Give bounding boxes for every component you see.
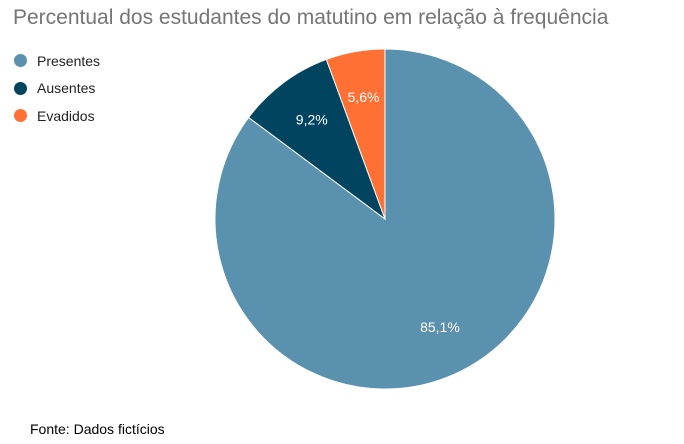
data-label-evadidos: 5,6% xyxy=(348,89,380,105)
legend-label-evadidos: Evadidos xyxy=(37,107,95,124)
pie-data-labels: 85,1% 9,2% 5,6% xyxy=(296,89,460,335)
legend-item-ausentes: Ausentes xyxy=(14,75,100,103)
pie-slices xyxy=(214,48,556,390)
pie-slice-evadidos xyxy=(325,48,386,220)
pie-slice-ausentes xyxy=(247,58,387,221)
legend-swatch-evadidos xyxy=(14,109,27,123)
data-label-presentes: 85,1% xyxy=(420,319,460,335)
chart-title: Percentual dos estudantes do matutino em… xyxy=(13,6,609,29)
source-note: Fonte: Dados fictícios xyxy=(30,421,165,437)
legend-label-ausentes: Ausentes xyxy=(37,80,96,97)
legend-item-evadidos: Evadidos xyxy=(14,102,100,130)
legend-item-presentes: Presentes xyxy=(14,47,100,75)
data-label-ausentes: 9,2% xyxy=(296,112,328,128)
legend-swatch-presentes xyxy=(14,54,27,68)
legend-label-presentes: Presentes xyxy=(37,52,101,69)
legend-swatch-ausentes xyxy=(14,81,27,95)
chart-legend: Presentes Ausentes Evadidos xyxy=(14,47,100,130)
